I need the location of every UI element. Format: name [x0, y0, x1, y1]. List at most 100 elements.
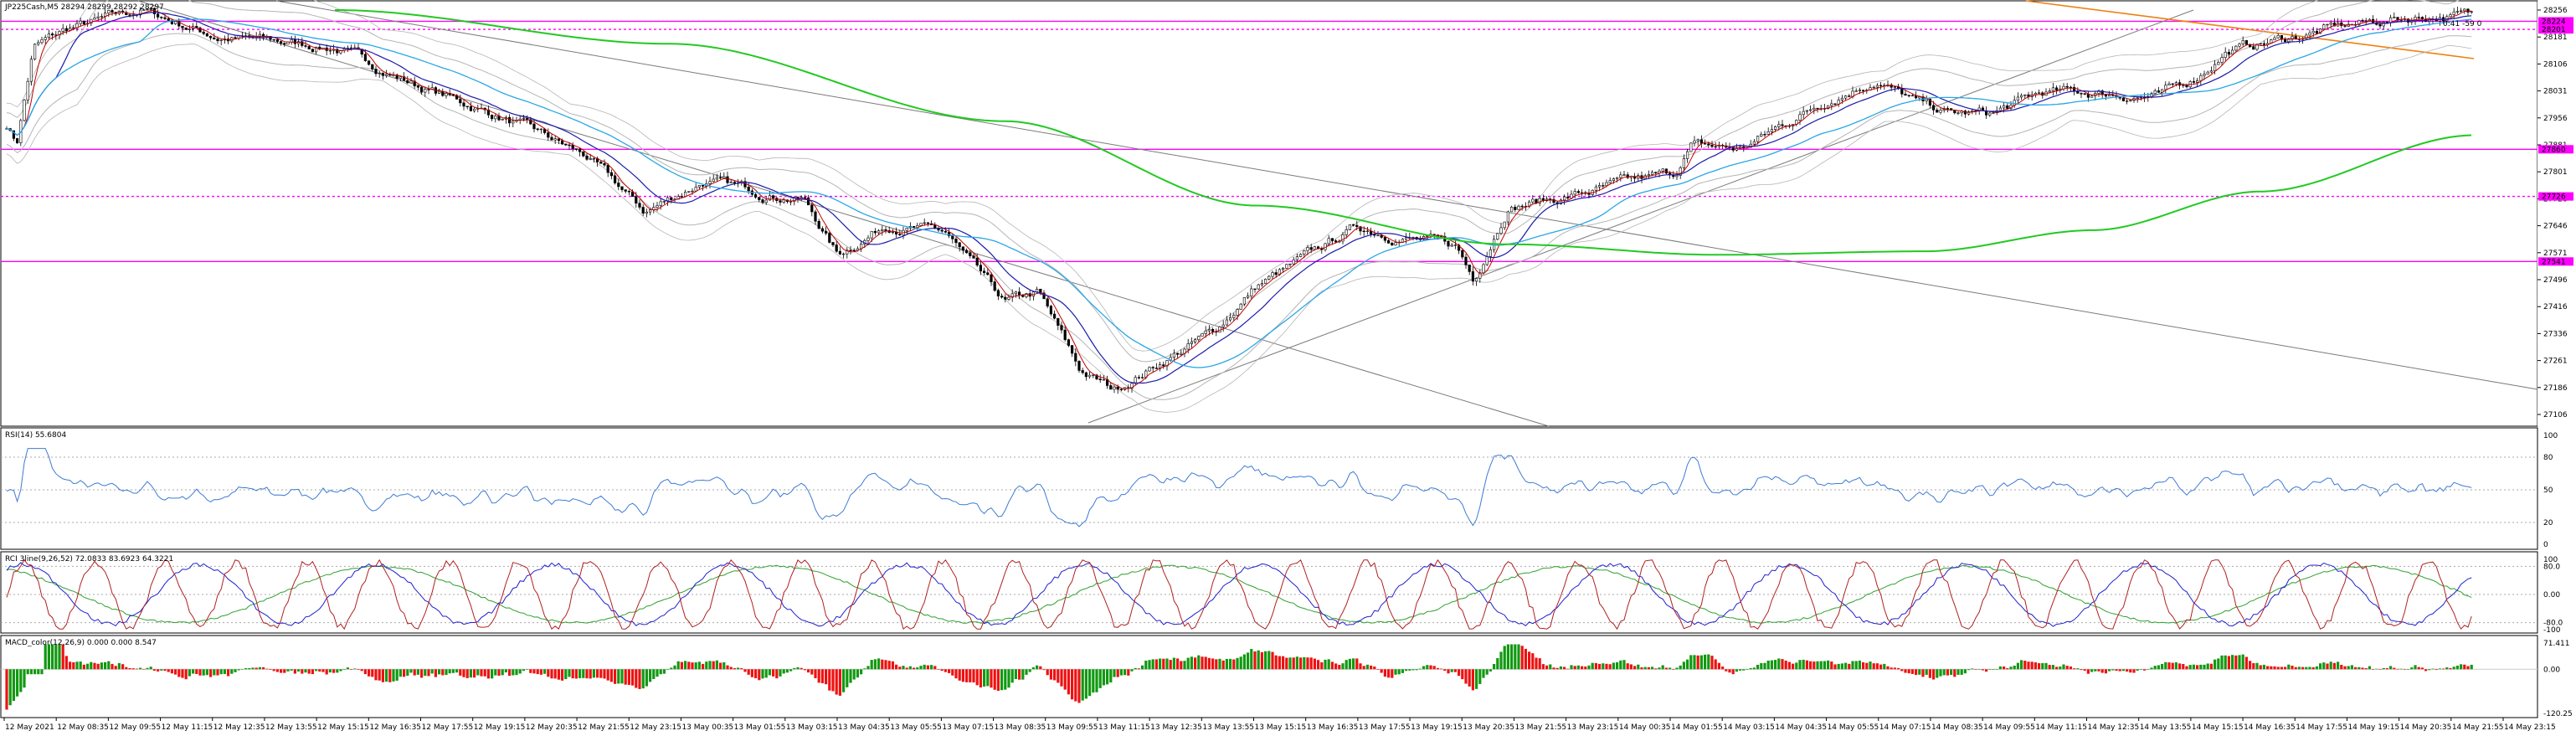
- macd-bar: [480, 669, 483, 677]
- candle-body: [2361, 19, 2364, 22]
- macd-bar: [163, 669, 167, 672]
- candle-body: [2157, 90, 2161, 93]
- candle-body: [606, 164, 609, 173]
- macd-bar: [476, 669, 480, 676]
- macd-bar: [1942, 669, 1946, 676]
- trendline-orange[interactable]: [2025, 0, 2475, 59]
- macd-bar: [1862, 661, 1865, 670]
- macd-bar: [1802, 659, 1805, 670]
- macd-bar: [990, 669, 993, 688]
- candle-body: [1566, 196, 1570, 198]
- macd-bar: [1977, 669, 1981, 670]
- candle-body: [965, 250, 969, 254]
- time-tick-label: 14 May 09:55: [1983, 723, 2035, 732]
- candle-body: [2206, 71, 2209, 75]
- macd-bar: [1236, 657, 1239, 670]
- macd-bar: [2118, 669, 2121, 672]
- trend-lines[interactable]: [137, 0, 2538, 427]
- macd-bar: [301, 669, 304, 674]
- time-axis[interactable]: 12 May 2021 12 May 08:35 12 May 09:55 12 Ma…: [3, 718, 2556, 732]
- macd-bar: [2445, 667, 2449, 670]
- candle-body: [142, 9, 146, 11]
- level-label-bg: [2538, 145, 2573, 154]
- time-tick-label: 12 May 21:55: [578, 723, 630, 732]
- candle-body: [782, 199, 785, 203]
- candle-body: [1531, 198, 1535, 203]
- macd-bar: [395, 669, 398, 681]
- macd-bar: [64, 656, 68, 670]
- rsi-tick-label: 100: [2543, 432, 2558, 440]
- macd-bar: [2297, 667, 2301, 670]
- candle-body: [1840, 97, 1844, 100]
- trendline-mid[interactable]: [275, 0, 2538, 390]
- candle-body: [2329, 23, 2332, 25]
- price-axis[interactable]: 2825628181281062803127956278812780127726…: [2537, 1, 2575, 426]
- candle-body: [304, 45, 307, 47]
- macd-bar: [1282, 656, 1285, 670]
- macd-pane[interactable]: 71.411 0.00 -120.25 MACD_color(12,26,9) 0.…: [0, 635, 2573, 718]
- candle-body: [100, 16, 103, 18]
- candle-body: [15, 138, 19, 143]
- candle-body: [2368, 18, 2372, 21]
- candle-body: [986, 272, 990, 275]
- macd-bar: [592, 669, 595, 678]
- macd-bar: [1077, 669, 1081, 703]
- macd-bar: [1549, 664, 1552, 670]
- macd-bar: [908, 666, 912, 670]
- macd-bar: [237, 669, 240, 671]
- macd-bar: [585, 669, 589, 679]
- macd-bar: [532, 669, 536, 674]
- candle-body: [585, 156, 589, 160]
- macd-bar: [1489, 669, 1492, 672]
- macd-bar: [1429, 665, 1432, 670]
- candle-body: [269, 36, 272, 40]
- candle-body: [806, 197, 810, 206]
- macd-bar: [1816, 661, 1819, 670]
- candle-body: [599, 162, 603, 164]
- trendline-support[interactable]: [1087, 9, 2194, 424]
- macd-bar: [1092, 669, 1095, 693]
- time-tick-label: 13 May 09:55: [1046, 723, 1098, 732]
- candle-body: [219, 39, 223, 42]
- time-tick-label: 14 May 05:55: [1828, 723, 1879, 732]
- rsi-pane[interactable]: 100 80 50 20 0 RSI(14) 55.6804: [0, 427, 2558, 550]
- candle-body: [1777, 124, 1781, 127]
- candle-body: [177, 21, 181, 27]
- macd-bar: [1602, 663, 1605, 670]
- candle-body: [2252, 46, 2255, 50]
- macd-bar: [758, 669, 761, 681]
- macd-bar: [2414, 665, 2417, 670]
- macd-bar: [371, 669, 374, 677]
- macd-bar: [512, 669, 515, 676]
- candle-body: [1018, 291, 1021, 296]
- candle-body: [1879, 85, 1883, 87]
- macd-bar: [1197, 655, 1201, 670]
- candle-body: [694, 187, 697, 192]
- candle-body: [1862, 90, 1865, 91]
- candle-body: [1893, 86, 1897, 88]
- macd-bar: [1295, 656, 1298, 670]
- macd-bar: [2174, 662, 2178, 670]
- candle-body: [846, 250, 849, 255]
- macd-bar: [1260, 651, 1263, 670]
- macd-bar: [244, 668, 248, 670]
- candle-body: [395, 75, 398, 80]
- level-label-bg: [2538, 25, 2573, 34]
- rsi-axis: 100 80 50 20 0: [2543, 432, 2558, 549]
- macd-bar: [923, 664, 926, 670]
- macd-bar: [286, 669, 290, 672]
- macd-bar: [747, 669, 750, 675]
- candle-body: [290, 39, 293, 43]
- candle-body: [1000, 296, 1004, 298]
- macd-bar: [318, 669, 321, 672]
- candle-body: [2420, 17, 2424, 19]
- price-pane[interactable]: 2825628181281062803127956278812780127726…: [0, 0, 2575, 427]
- candle-body: [1612, 178, 1615, 181]
- rci-long-line: [6, 564, 2472, 624]
- macd-bar: [170, 669, 173, 674]
- trendline-long[interactable]: [137, 0, 1550, 427]
- macd-bar: [578, 669, 582, 678]
